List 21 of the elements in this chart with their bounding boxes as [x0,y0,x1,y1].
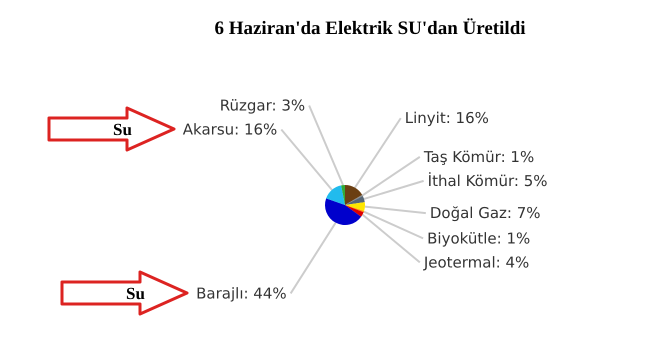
pie-slice [345,205,364,212]
slice-label: Jeotermal: 4% [422,253,530,272]
slice-label: İthal Kömür: 5% [428,172,548,190]
pie-slice [345,196,365,205]
arrow-icon: Su [60,270,190,316]
slice-label: Biyokütle: 1% [427,229,530,248]
arrow-icon: Su [46,106,177,152]
slice-label: Akarsu: 16% [182,120,278,138]
slice-label: Rüzgar: 3% [220,96,306,114]
pie-slice [345,185,362,205]
pie-slice [325,198,362,225]
pie-slice [345,205,364,217]
slice-label: Barajlı: 44% [196,284,287,302]
slice-label: Doğal Gaz: 7% [430,204,541,222]
pie-slice [345,194,363,205]
pie-slice [341,185,345,205]
pie-slice [326,185,345,205]
slice-label: Taş Kömür: 1% [422,148,534,166]
slice-label: Linyit: 16% [404,109,489,128]
chart-title: 6 Haziran'da Elektrik SU'dan Üretildi [214,18,526,39]
pie-slice [345,202,365,212]
